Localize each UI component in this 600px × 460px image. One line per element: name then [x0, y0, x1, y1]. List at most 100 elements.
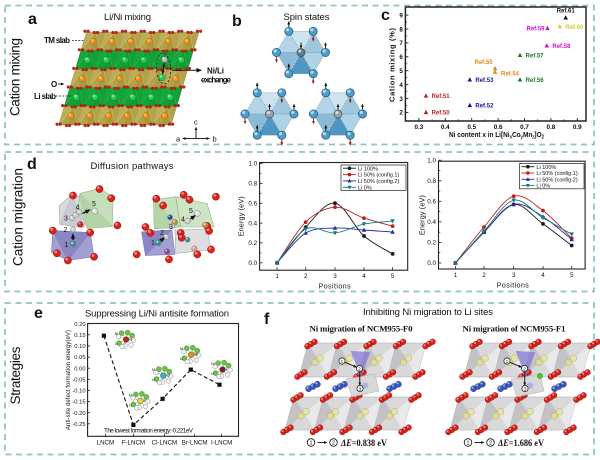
svg-text:Ref.55: Ref.55	[474, 60, 493, 66]
svg-text:I-LNCM: I-LNCM	[211, 439, 232, 446]
svg-text:Ni: Ni	[211, 362, 215, 366]
svg-text:Ref.50: Ref.50	[432, 111, 451, 117]
svg-text:4: 4	[76, 205, 80, 212]
svg-text:Br-LNCM: Br-LNCM	[182, 439, 208, 446]
svg-text:0.4: 0.4	[427, 219, 436, 226]
svg-text:0.10: 0.10	[74, 344, 85, 350]
svg-text:0.8: 0.8	[248, 181, 257, 188]
svg-text:5: 5	[189, 208, 193, 215]
svg-text:7: 7	[399, 40, 403, 47]
svg-text:1: 1	[454, 272, 458, 279]
svg-text:Ref.51: Ref.51	[432, 94, 451, 100]
svg-text:2: 2	[160, 230, 164, 237]
svg-text:9: 9	[399, 12, 403, 19]
svg-text:Li 0%: Li 0%	[358, 185, 372, 191]
svg-text:Li 100%: Li 100%	[358, 166, 378, 172]
svg-text:2: 2	[64, 227, 68, 234]
svg-text:0.2: 0.2	[248, 240, 257, 247]
svg-text:Ref.53: Ref.53	[475, 78, 494, 84]
svg-text:3: 3	[359, 386, 362, 392]
svg-text:Li: Li	[115, 342, 118, 346]
svg-text:0.05: 0.05	[74, 355, 85, 361]
svg-text:Ref.58: Ref.58	[552, 44, 571, 50]
svg-text:Ni: Ni	[129, 393, 133, 397]
svg-text:Ni migration of NCM955-F0: Ni migration of NCM955-F0	[310, 324, 414, 334]
svg-text:Li 0%: Li 0%	[536, 184, 550, 190]
svg-text:Anti-site defect formation ene: Anti-site defect formation energy(eV)	[66, 330, 72, 430]
svg-text:1.0: 1.0	[248, 161, 257, 168]
svg-text:Spin states: Spin states	[284, 12, 330, 23]
svg-text:4: 4	[181, 217, 185, 224]
svg-text:Ni migration of NCM955-F1: Ni migration of NCM955-F1	[463, 324, 566, 334]
svg-text:3: 3	[399, 96, 403, 103]
svg-text:ΔE=1.686 eV: ΔE=1.686 eV	[497, 439, 544, 449]
svg-text:2: 2	[332, 441, 335, 447]
svg-text:0.20: 0.20	[74, 322, 85, 328]
svg-text:0.15: 0.15	[74, 333, 85, 339]
svg-text:0.8: 0.8	[547, 124, 556, 131]
svg-text:ΔE=0.838 eV: ΔE=0.838 eV	[340, 439, 387, 449]
svg-text:Li 50% (config.2): Li 50% (config.2)	[358, 179, 399, 185]
svg-text:I: I	[226, 368, 227, 372]
svg-text:Energy (eV): Energy (eV)	[237, 196, 246, 236]
svg-text:Positions: Positions	[497, 283, 530, 290]
svg-text:1: 1	[506, 359, 509, 365]
svg-text:Ref.56: Ref.56	[526, 78, 545, 84]
svg-text:Inhibiting Ni migration to Li: Inhibiting Ni migration to Li sites	[363, 307, 493, 318]
svg-text:3: 3	[333, 273, 337, 280]
svg-text:2: 2	[482, 272, 486, 279]
svg-text:0.5: 0.5	[467, 124, 476, 131]
svg-text:2: 2	[489, 441, 492, 447]
svg-text:-0.15: -0.15	[72, 400, 85, 406]
svg-text:-0.20: -0.20	[72, 411, 85, 417]
svg-text:0.8: 0.8	[427, 178, 436, 185]
svg-text:0.6: 0.6	[248, 200, 257, 207]
svg-text:-0.05: -0.05	[72, 377, 85, 383]
svg-text:0.7: 0.7	[520, 124, 529, 131]
svg-text:Li/Ni mixing: Li/Ni mixing	[104, 12, 151, 23]
svg-text:Cation mixing: Cation mixing	[7, 38, 22, 116]
svg-text:Strategies: Strategies	[8, 346, 23, 404]
svg-text:Ref.52: Ref.52	[475, 104, 494, 110]
svg-text:Li: Li	[180, 357, 183, 361]
svg-text:Cation mixing (%): Cation mixing (%)	[388, 28, 397, 103]
svg-text:Li: Li	[211, 372, 214, 376]
svg-text:0.0: 0.0	[248, 260, 257, 267]
svg-text:The lowest formation energy:-0: The lowest formation energy:-0.221eV	[104, 428, 194, 435]
svg-text:1: 1	[65, 242, 69, 249]
svg-text:6: 6	[399, 54, 403, 61]
svg-text:0.3: 0.3	[415, 124, 424, 131]
svg-text:O: O	[129, 338, 132, 342]
svg-text:1: 1	[466, 441, 469, 447]
svg-text:3: 3	[524, 386, 527, 392]
svg-text:a: a	[28, 11, 37, 28]
svg-text:Positions: Positions	[319, 284, 352, 291]
svg-text:0.0: 0.0	[427, 260, 436, 267]
svg-text:Suppressing Li/Ni antisite for: Suppressing Li/Ni antisite formation	[85, 309, 229, 320]
svg-text:F-LNCM: F-LNCM	[122, 439, 145, 446]
svg-text:Ref.57: Ref.57	[526, 54, 545, 60]
svg-text:f: f	[264, 311, 270, 328]
svg-text:F: F	[144, 399, 147, 403]
svg-text:c: c	[194, 118, 198, 127]
svg-text:2: 2	[304, 273, 308, 280]
svg-text:Cation migration: Cation migration	[11, 168, 26, 266]
svg-text:Energy (eV): Energy (eV)	[418, 195, 427, 235]
svg-text:1: 1	[275, 273, 279, 280]
svg-text:O: O	[51, 80, 57, 89]
svg-text:0.2: 0.2	[427, 240, 436, 247]
svg-text:Ni: Ni	[152, 368, 156, 372]
svg-text:c: c	[381, 7, 390, 24]
svg-text:5: 5	[399, 68, 403, 75]
svg-text:exchange: exchange	[201, 76, 232, 85]
svg-text:2: 2	[358, 366, 361, 372]
svg-text:2: 2	[399, 110, 403, 117]
svg-text:Ref.60: Ref.60	[565, 25, 584, 31]
svg-text:0.6: 0.6	[494, 124, 503, 131]
svg-text:Li 50% (config.1): Li 50% (config.1)	[536, 171, 577, 177]
svg-text:Br: Br	[195, 353, 200, 357]
svg-text:Ni: Ni	[115, 332, 119, 336]
svg-text:Ref.54: Ref.54	[501, 72, 520, 78]
svg-text:1.0: 1.0	[427, 157, 436, 164]
svg-text:0.4: 0.4	[441, 124, 450, 131]
